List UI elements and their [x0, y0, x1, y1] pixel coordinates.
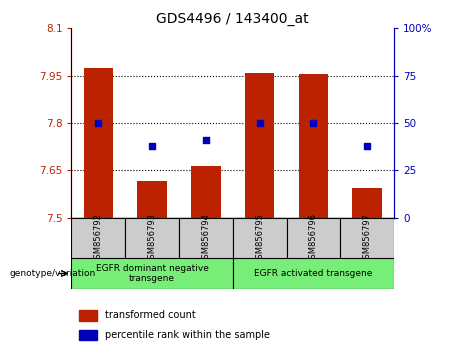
Point	[364, 143, 371, 149]
Text: EGFR activated transgene: EGFR activated transgene	[254, 269, 372, 278]
FancyBboxPatch shape	[125, 218, 179, 258]
Text: GSM856794: GSM856794	[201, 213, 210, 263]
Bar	[299, 74, 328, 218]
Point	[148, 143, 156, 149]
Point	[310, 120, 317, 126]
FancyBboxPatch shape	[233, 218, 287, 258]
Bar	[353, 188, 382, 218]
Bar	[83, 68, 113, 218]
Point	[202, 137, 210, 143]
Text: GSM856795: GSM856795	[255, 213, 264, 263]
Text: EGFR dominant negative
transgene: EGFR dominant negative transgene	[96, 264, 208, 283]
Text: genotype/variation: genotype/variation	[9, 269, 95, 278]
Bar	[79, 310, 97, 321]
Bar	[137, 181, 167, 218]
Bar	[245, 73, 274, 218]
Text: GSM856797: GSM856797	[363, 212, 372, 264]
Text: GSM856793: GSM856793	[148, 212, 157, 264]
FancyBboxPatch shape	[71, 258, 233, 289]
Text: percentile rank within the sample: percentile rank within the sample	[105, 330, 270, 340]
FancyBboxPatch shape	[71, 218, 125, 258]
Text: GSM856792: GSM856792	[94, 213, 103, 263]
FancyBboxPatch shape	[287, 218, 340, 258]
Bar	[79, 330, 97, 340]
Text: GSM856796: GSM856796	[309, 212, 318, 264]
FancyBboxPatch shape	[233, 258, 394, 289]
Text: transformed count: transformed count	[105, 310, 195, 320]
FancyBboxPatch shape	[179, 218, 233, 258]
FancyBboxPatch shape	[340, 218, 394, 258]
Title: GDS4496 / 143400_at: GDS4496 / 143400_at	[156, 12, 309, 26]
Point	[256, 120, 263, 126]
Point	[95, 120, 102, 126]
Bar	[191, 166, 221, 218]
